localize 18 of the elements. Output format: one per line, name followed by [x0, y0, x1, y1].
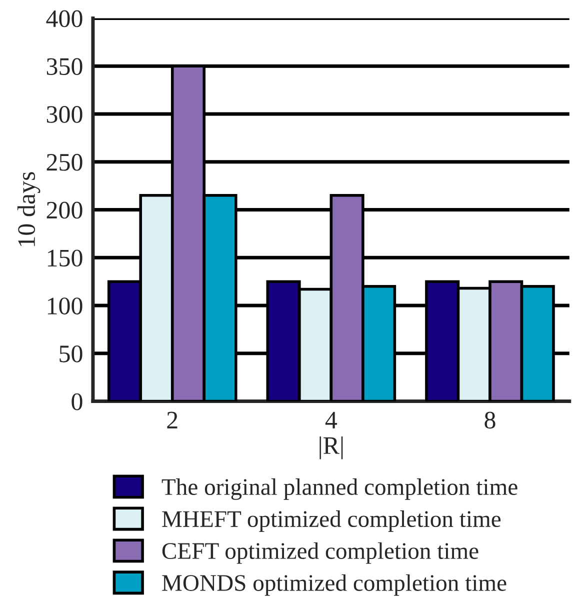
- y-tick-label: 200: [46, 202, 82, 219]
- y-tick-label: 0: [72, 393, 82, 410]
- x-tick-label: 4: [325, 412, 338, 428]
- y-tick-label: 150: [48, 250, 82, 267]
- y-tick-label: 250: [46, 154, 82, 171]
- y-axis-title: 10 days: [17, 172, 40, 246]
- x-axis-title: |R|: [320, 436, 343, 460]
- legend-label: MHEFT optimized completion time: [162, 510, 501, 532]
- x-tick-label: 8: [484, 412, 496, 429]
- legend-label: MONDS optimized completion time: [162, 574, 506, 596]
- y-tick-label: 350: [46, 58, 82, 76]
- y-tick-label: 300: [46, 106, 82, 123]
- legend-label: CEFT optimized completion time: [162, 542, 478, 564]
- x-tick-label: 2: [167, 412, 178, 428]
- legend-label: The original planned completion time: [162, 478, 518, 500]
- y-tick-label: 100: [48, 298, 82, 314]
- y-tick-label: 400: [46, 10, 82, 28]
- y-tick-label: 50: [60, 345, 82, 362]
